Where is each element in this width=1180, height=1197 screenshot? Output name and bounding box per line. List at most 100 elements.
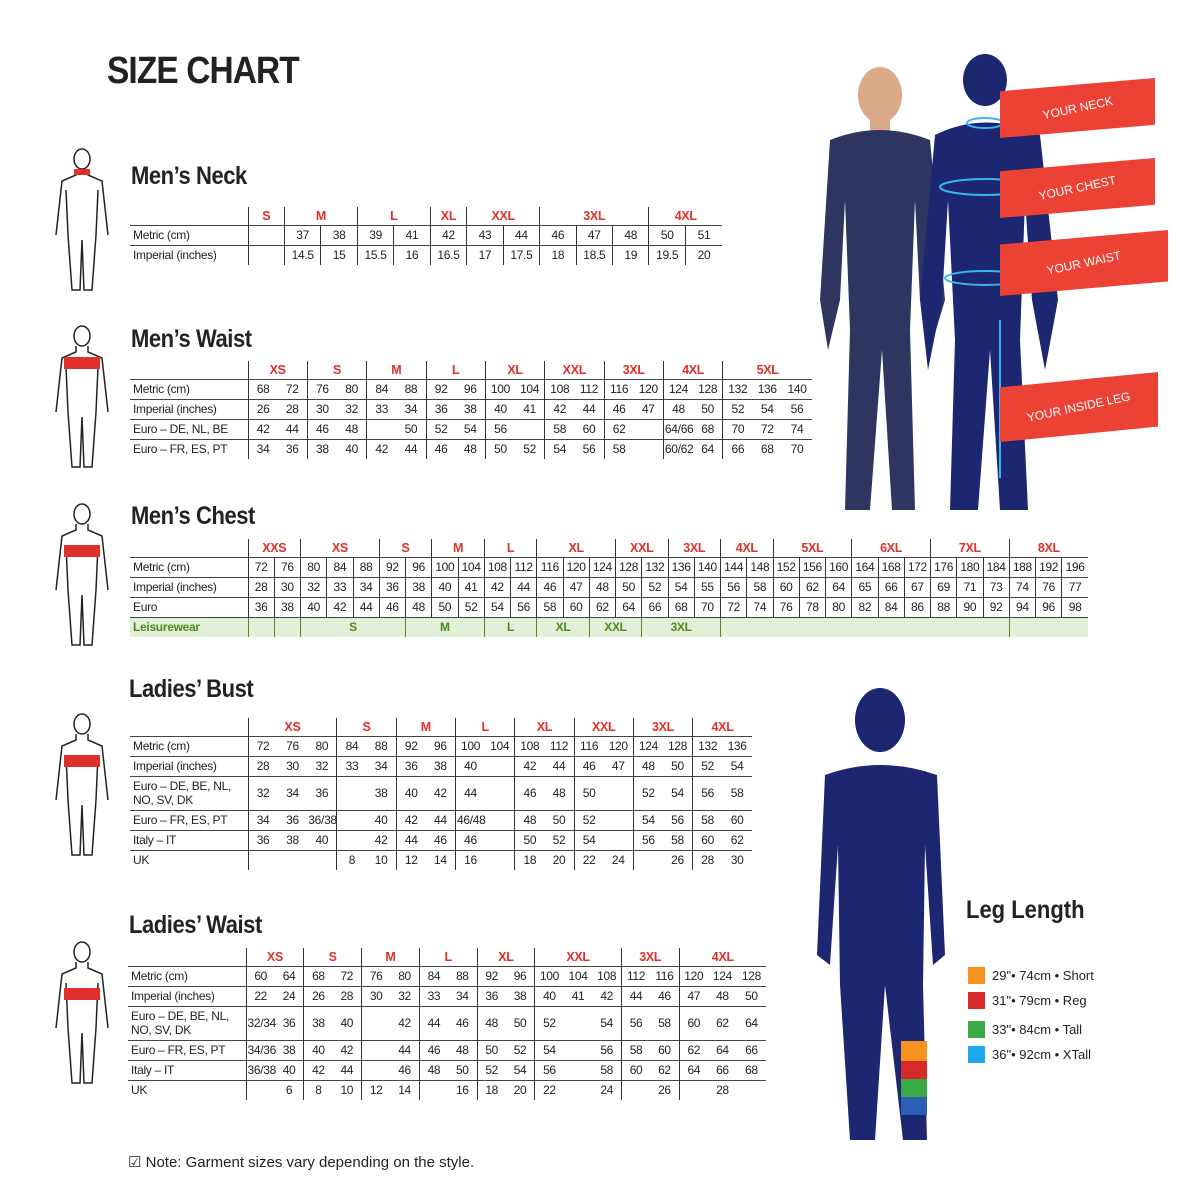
- table-cell: [603, 775, 634, 810]
- size-label: M: [366, 361, 427, 379]
- table-cell: 88: [929, 596, 957, 617]
- table-cell: 180: [956, 556, 983, 577]
- table-cell: 46: [650, 985, 680, 1006]
- color-swatch: [968, 1021, 985, 1038]
- table-cell: 54: [505, 1059, 535, 1080]
- table-cell: 36: [395, 755, 426, 776]
- table-cell: 120: [603, 735, 634, 756]
- table-cell: 16.5: [429, 244, 467, 265]
- table-cell: 44: [544, 755, 575, 776]
- table-cell: [633, 438, 664, 459]
- table-cell: 116: [573, 735, 604, 756]
- table-cell: 40: [534, 985, 564, 1006]
- table-cell: 38: [277, 829, 308, 850]
- table-cell: 100: [534, 965, 564, 986]
- table-cell: 30: [306, 398, 338, 419]
- table-cell: 38: [303, 1005, 333, 1040]
- table-cell: 64: [678, 1059, 708, 1080]
- size-label: XXL: [573, 718, 634, 736]
- table-cell: 50: [448, 1059, 477, 1080]
- leisure-cell: XXL: [588, 616, 642, 637]
- size-label: XL: [536, 539, 616, 557]
- table-cell: 14: [425, 849, 456, 870]
- table-cell: 104: [515, 378, 545, 399]
- size-table: XS S M L XL XXL 3XL 4XL Metric (cm) 60 64 68 72 76 80 8…: [128, 948, 766, 1100]
- table-row: Euro – FR, ES, PT 34 36 38 40 42 44 46 48 50 52 54 5…: [130, 438, 812, 459]
- table-cell: 44: [574, 398, 605, 419]
- table-cell: 46: [603, 398, 634, 419]
- table-cell: 6: [274, 1079, 304, 1100]
- table-cell: 124: [588, 556, 616, 577]
- table-cell: 72: [719, 596, 747, 617]
- size-label: L: [483, 539, 537, 557]
- table-cell: 54: [722, 755, 752, 776]
- table-cell: [277, 849, 308, 870]
- table-cell: 44: [509, 576, 537, 597]
- size-label: 7XL: [930, 539, 1010, 557]
- table-cell: 46: [539, 224, 577, 245]
- table-cell: 47: [562, 576, 590, 597]
- table-cell: 70: [693, 596, 721, 617]
- table-cell: 56: [574, 438, 605, 459]
- table-cell: 88: [366, 735, 397, 756]
- table-cell: [633, 418, 664, 439]
- table-cell: 18: [539, 244, 577, 265]
- table-cell: 32/34: [245, 1005, 276, 1040]
- table-cell: 68: [667, 596, 695, 617]
- table-cell: 96: [455, 378, 486, 399]
- table-cell: 38: [366, 775, 397, 810]
- size-label: XXS: [247, 539, 301, 557]
- table-cell: 50: [431, 596, 458, 617]
- row-label: Imperial (inches): [128, 985, 246, 1006]
- body-outline-icon: [55, 148, 109, 291]
- table-cell: 66: [722, 438, 753, 459]
- size-label: 4XL: [662, 361, 723, 379]
- label-text: YOUR WAIST: [1045, 248, 1123, 278]
- table-cell: 44: [277, 418, 308, 439]
- row-label: Euro: [130, 596, 248, 617]
- table-cell: 56: [592, 1039, 622, 1060]
- table-cell: 44: [396, 438, 427, 459]
- table-cell: [563, 1039, 593, 1060]
- table-cell: 26: [662, 849, 693, 870]
- table-cell: 50: [396, 418, 427, 439]
- table-cell: 40: [431, 576, 458, 597]
- table-row: UK 8 10 12 14 16 18 20 22 24 26 28 30: [130, 849, 752, 870]
- table-cell: 38: [274, 1039, 304, 1060]
- table-cell: 26: [247, 398, 278, 419]
- table-cell: 60: [245, 965, 275, 986]
- table-cell: 34: [247, 809, 278, 830]
- table-cell: 22: [534, 1079, 564, 1100]
- leg-length-text: 31"• 79cm • Reg: [992, 993, 1087, 1008]
- table-cell: 58: [662, 829, 693, 850]
- size-label: 4XL: [720, 539, 773, 557]
- table-cell: 46: [425, 438, 456, 459]
- size-label: 3XL: [632, 718, 693, 736]
- table-cell: 26: [303, 985, 333, 1006]
- table-cell: 196: [1061, 556, 1088, 577]
- table-row: Euro – DE, NL, BE 42 44 46 48 50 52 54 56 58 60 62 6…: [130, 418, 812, 439]
- table-cell: [485, 809, 515, 830]
- table-cell: 48: [404, 596, 432, 617]
- table-cell: 46: [454, 829, 486, 850]
- leg-length-item: 29"• 74cm • Short: [968, 967, 1094, 984]
- table-cell: 42: [544, 398, 575, 419]
- table-cell: [336, 829, 367, 850]
- table-cell: 56: [719, 576, 747, 597]
- table-cell: 38: [425, 755, 456, 776]
- table-cell: [247, 849, 278, 870]
- table-cell: 42: [247, 418, 278, 439]
- table-cell: 98: [1061, 596, 1088, 617]
- table-cell: 50: [544, 809, 575, 830]
- table-cell: 52: [544, 829, 575, 850]
- table-cell: 44: [395, 829, 426, 850]
- table-cell: 120: [562, 556, 590, 577]
- size-label: 4XL: [678, 948, 766, 966]
- table-row: Imperial (inches) 28 30 32 33 34 36 38 40 41 42 44 4…: [130, 576, 1088, 597]
- table-cell: [485, 829, 515, 850]
- table-row: Euro – DE, BE, NL, NO, SV, DK 32/34 36 38 40…: [128, 1005, 766, 1040]
- table-cell: 58: [620, 1039, 651, 1060]
- table-cell: 17.5: [502, 244, 540, 265]
- size-table: XXS XS S M L XL XXL 3XL 4XL 5XL 6XL 7XL 8XL Metric (c…: [130, 539, 1088, 637]
- table-cell: 20: [544, 849, 575, 870]
